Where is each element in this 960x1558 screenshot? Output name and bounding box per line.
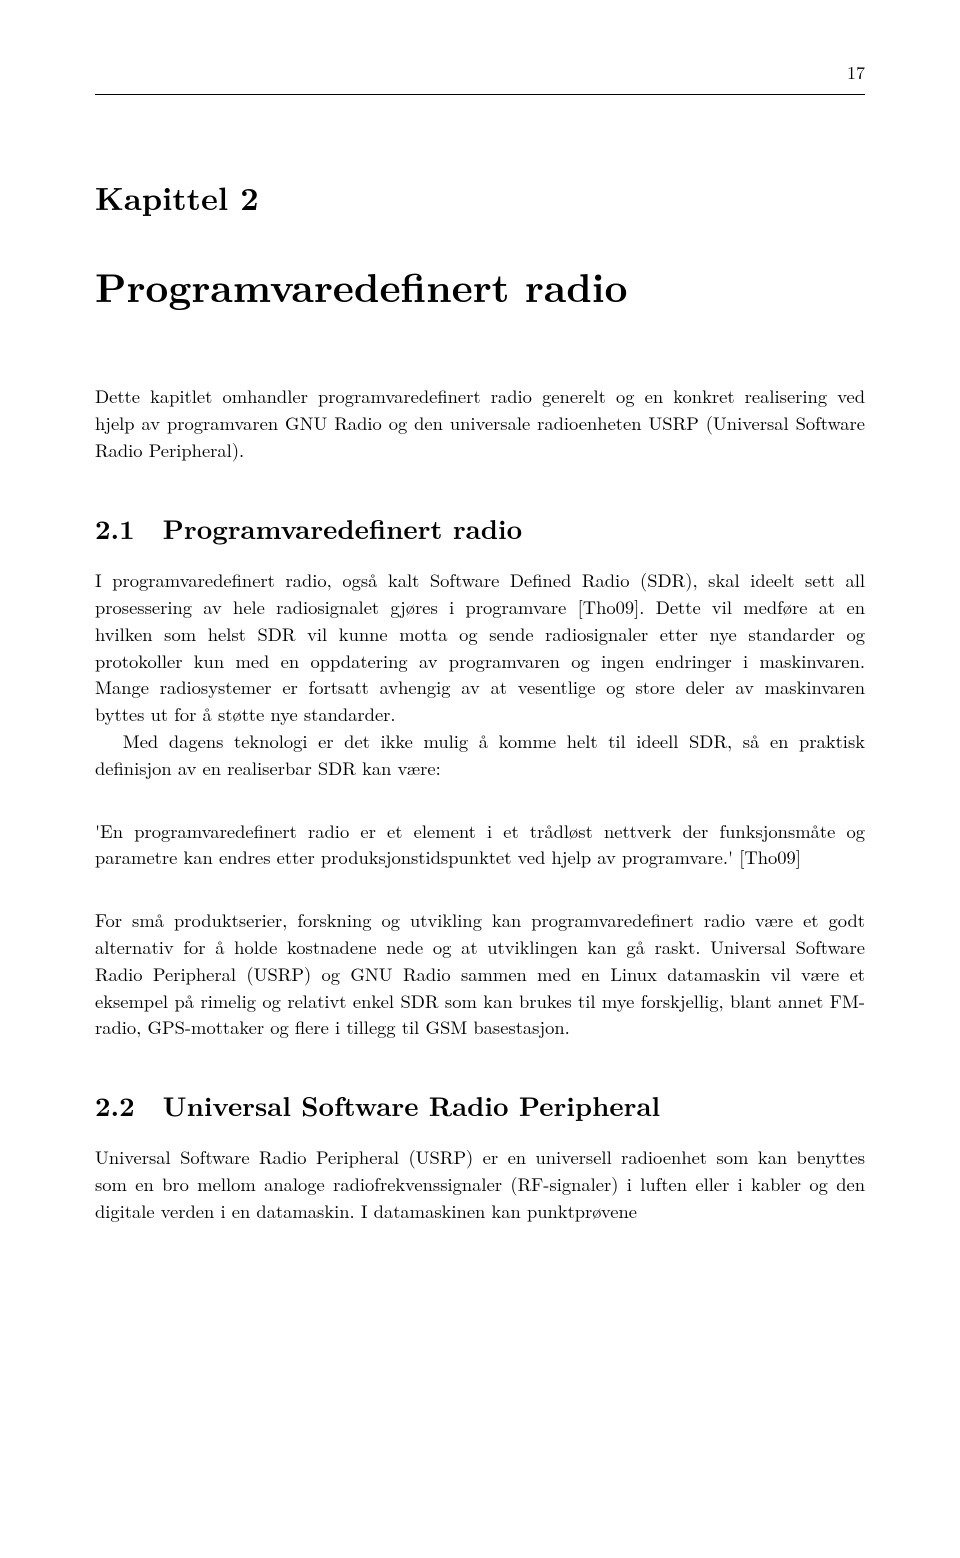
section-title: Programvaredefinert radio [163,508,522,547]
section-title: Universal Software Radio Peripheral [163,1085,660,1124]
paragraph: Universal Software Radio Peripheral (USR… [95,1144,865,1224]
page-number: 17 [95,60,865,86]
section-number: 2.1 [95,508,135,547]
section-heading-2-2: 2.2 Universal Software Radio Peripheral [95,1085,865,1124]
paragraph: Med dagens teknologi er det ikke mulig å… [95,728,865,782]
section-number: 2.2 [95,1085,135,1124]
paragraph: I programvaredefinert radio, også kalt S… [95,567,865,728]
section-heading-2-1: 2.1 Programvaredefinert radio [95,508,865,547]
header-rule [95,94,865,95]
chapter-label: Kapittel 2 [95,175,865,221]
paragraph: For små produktserier, forskning og utvi… [95,907,865,1041]
chapter-intro: Dette kapitlet omhandler programvaredefi… [95,383,865,463]
chapter-title: Programvaredefinert radio [95,257,865,315]
definition-quote: 'En programvaredefinert radio er et elem… [95,818,865,872]
